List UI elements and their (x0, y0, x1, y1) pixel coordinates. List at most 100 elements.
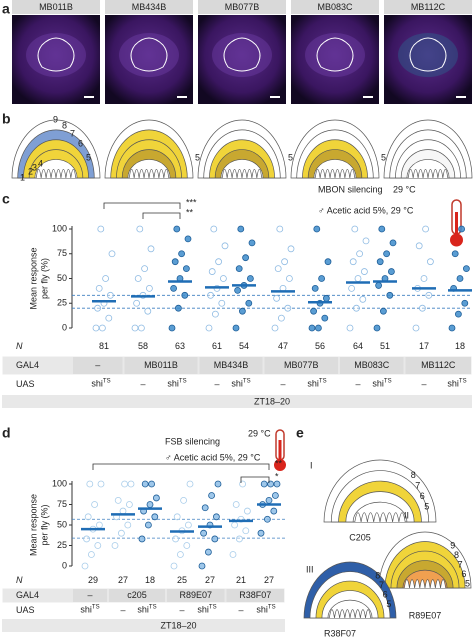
thermometer (274, 199, 463, 471)
data-point (214, 480, 222, 488)
data-point (237, 225, 245, 233)
uas-label: shiTS (447, 378, 466, 389)
annotation: 29 °C (248, 428, 271, 438)
layer-label: 6 (383, 589, 388, 599)
data-point (425, 291, 433, 299)
data-point (260, 480, 268, 488)
data-point (144, 307, 152, 315)
roi-outline (409, 37, 447, 72)
uas-base: shi (307, 379, 319, 389)
uas-sup: TS (92, 604, 100, 610)
uas-label: – (238, 605, 243, 615)
uas-label: – (214, 379, 219, 389)
data-point (277, 314, 285, 322)
uas-base: shi (231, 379, 243, 389)
data-point (211, 535, 219, 543)
data-point (173, 513, 181, 521)
gal4-label: MB083C (354, 360, 390, 370)
data-point (349, 258, 357, 266)
data-point (273, 294, 281, 302)
image-label: MB434B (132, 2, 167, 12)
table-row (1, 602, 286, 619)
label-bar (384, 0, 472, 14)
uas-label: shiTS (167, 378, 186, 389)
n-value: 61 (212, 341, 222, 351)
uas-sup: TS (209, 604, 217, 610)
data-point (454, 310, 462, 318)
data-point (451, 250, 459, 258)
layer-label: 5 (195, 152, 200, 162)
n-value: 51 (380, 341, 390, 351)
layer-label: 9 (53, 114, 58, 124)
data-point (263, 515, 271, 523)
data-point (287, 245, 295, 253)
annotation: 29 °C (393, 184, 416, 194)
roi-outline (316, 37, 354, 72)
fan-teeth (35, 168, 77, 179)
data-point (322, 294, 330, 302)
uas-sup: TS (319, 378, 327, 384)
data-point (118, 529, 125, 537)
data-point (461, 299, 469, 307)
glow (119, 33, 179, 77)
uas-label: shiTS (197, 604, 216, 615)
row-label: UAS (16, 379, 35, 389)
data-point (210, 225, 218, 233)
gal4-label: R89E07 (179, 590, 212, 600)
data-point (88, 551, 95, 558)
data-point (379, 307, 387, 315)
data-point (182, 265, 190, 273)
data-point (186, 480, 194, 488)
significance-bracket (92, 463, 270, 470)
uas-label: – (355, 379, 360, 389)
y-axis-label: Mean response (28, 494, 38, 556)
fan-teeth (403, 579, 447, 589)
y-tick-label: 100 (52, 223, 67, 233)
data-point (184, 235, 192, 243)
data-point (359, 295, 367, 303)
data-point (141, 265, 149, 273)
uas-label: – (179, 605, 184, 615)
data-point (208, 268, 216, 275)
data-point (310, 307, 318, 315)
table-cell (109, 589, 165, 602)
table-cell (340, 357, 404, 374)
data-point (168, 324, 176, 332)
uas-label: shiTS (231, 378, 250, 389)
layer-label: 8 (454, 550, 459, 560)
gal4-label: MB112C (421, 360, 456, 370)
uas-label: shiTS (80, 604, 99, 615)
data-point (83, 535, 90, 543)
layer-label: 8 (375, 570, 380, 580)
uas-label: shiTS (372, 378, 391, 389)
data-point (94, 542, 102, 549)
uas-base: shi (197, 605, 209, 615)
significance-bracket (103, 202, 181, 209)
line-name: R38F07 (324, 628, 356, 638)
data-point (245, 299, 253, 307)
uas-base: shi (372, 379, 384, 389)
row-label: UAS (16, 605, 35, 615)
uas-sup: TS (268, 604, 276, 610)
data-point (146, 501, 154, 508)
data-point (96, 521, 103, 529)
fan-teeth (128, 168, 170, 179)
layer-label: 5 (424, 501, 429, 511)
data-point (125, 501, 133, 508)
data-point (204, 548, 212, 556)
layer-label: 3 (32, 162, 37, 172)
data-point (86, 480, 94, 488)
fan-teeth (354, 512, 406, 523)
data-point (215, 258, 223, 266)
data-point (271, 492, 279, 499)
uas-label: shiTS (137, 604, 156, 615)
data-point (378, 225, 386, 233)
layer-numeral: III (306, 564, 314, 574)
y-tick-label: 100 (52, 478, 67, 488)
data-point (376, 258, 384, 266)
data-point (285, 275, 293, 282)
layer-label: 7 (458, 559, 463, 569)
data-point (91, 501, 98, 508)
y-tick-label: 75 (57, 248, 67, 258)
data-point (81, 562, 89, 570)
